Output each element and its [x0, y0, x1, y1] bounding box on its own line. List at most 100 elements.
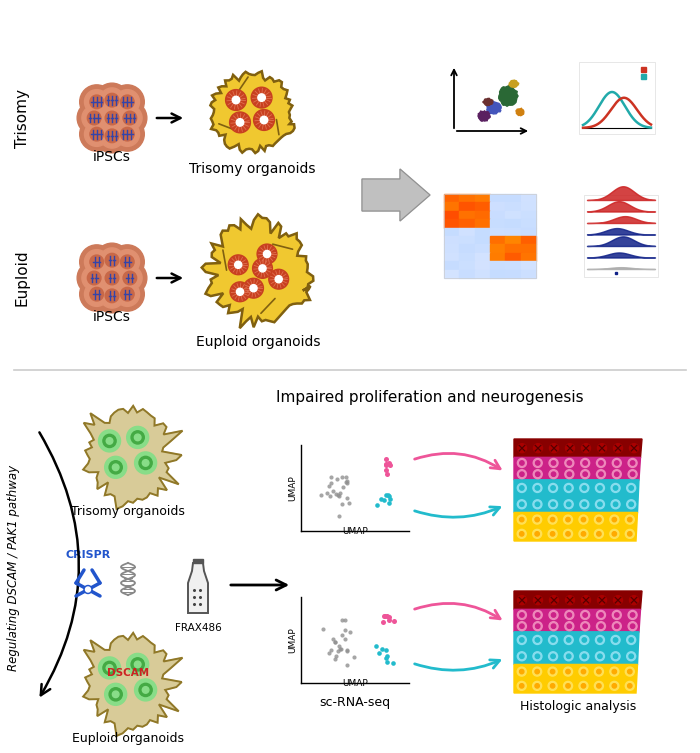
- Circle shape: [134, 661, 141, 668]
- Circle shape: [615, 613, 619, 617]
- Circle shape: [260, 116, 267, 123]
- Point: [378, 494, 389, 506]
- Circle shape: [552, 613, 556, 617]
- Bar: [459, 236, 475, 245]
- Circle shape: [628, 684, 632, 688]
- Point: [370, 640, 382, 652]
- Point: [329, 653, 340, 665]
- Circle shape: [581, 459, 589, 468]
- Circle shape: [85, 122, 109, 146]
- Circle shape: [533, 681, 542, 691]
- Circle shape: [582, 444, 591, 453]
- Circle shape: [596, 500, 604, 509]
- Bar: [521, 203, 536, 211]
- Polygon shape: [514, 609, 640, 632]
- Circle shape: [582, 654, 587, 658]
- Bar: [459, 270, 475, 278]
- Circle shape: [134, 452, 157, 474]
- Circle shape: [519, 684, 524, 688]
- Circle shape: [77, 101, 111, 135]
- Bar: [505, 270, 521, 278]
- Bar: [444, 253, 459, 261]
- Circle shape: [628, 459, 637, 468]
- Point: [317, 623, 328, 635]
- Text: Trisomy organoids: Trisomy organoids: [71, 505, 185, 518]
- Circle shape: [533, 483, 542, 492]
- Circle shape: [566, 502, 571, 507]
- Circle shape: [564, 529, 573, 538]
- Polygon shape: [514, 480, 639, 513]
- Bar: [490, 194, 505, 203]
- Bar: [459, 261, 475, 270]
- Circle shape: [85, 90, 109, 114]
- Circle shape: [550, 444, 559, 453]
- Circle shape: [610, 529, 619, 538]
- Point: [378, 610, 389, 622]
- Point: [344, 626, 356, 638]
- Circle shape: [594, 515, 603, 524]
- Circle shape: [548, 667, 557, 676]
- Circle shape: [519, 502, 524, 507]
- Circle shape: [106, 437, 113, 444]
- Circle shape: [90, 255, 104, 269]
- Circle shape: [549, 459, 558, 468]
- Circle shape: [234, 261, 241, 268]
- Circle shape: [598, 638, 602, 642]
- Circle shape: [517, 444, 526, 453]
- Circle shape: [257, 244, 277, 264]
- Circle shape: [103, 661, 116, 675]
- Circle shape: [131, 431, 144, 444]
- Circle shape: [533, 611, 542, 620]
- Circle shape: [628, 532, 632, 536]
- Circle shape: [134, 434, 141, 441]
- Circle shape: [519, 624, 524, 629]
- Circle shape: [598, 596, 606, 605]
- Circle shape: [548, 515, 557, 524]
- Circle shape: [533, 459, 542, 468]
- Circle shape: [263, 251, 271, 258]
- Bar: [505, 227, 521, 236]
- Circle shape: [567, 461, 571, 465]
- Bar: [475, 211, 490, 219]
- Point: [336, 498, 347, 510]
- Circle shape: [275, 276, 282, 283]
- Circle shape: [551, 654, 555, 658]
- Point: [387, 657, 398, 669]
- Circle shape: [551, 502, 555, 507]
- Bar: [459, 211, 475, 219]
- Bar: [459, 227, 475, 236]
- Circle shape: [533, 652, 542, 661]
- Circle shape: [120, 95, 134, 108]
- Circle shape: [579, 515, 588, 524]
- Text: Euploid organoids: Euploid organoids: [196, 335, 321, 349]
- Circle shape: [598, 486, 602, 490]
- Circle shape: [579, 529, 588, 538]
- Point: [380, 459, 391, 471]
- Circle shape: [536, 624, 540, 629]
- Circle shape: [551, 638, 555, 642]
- Circle shape: [517, 652, 526, 661]
- Circle shape: [95, 101, 129, 135]
- Circle shape: [549, 652, 558, 661]
- Point: [337, 480, 349, 492]
- Circle shape: [552, 472, 556, 477]
- Bar: [521, 236, 536, 245]
- Point: [341, 660, 352, 672]
- Circle shape: [232, 96, 239, 104]
- Circle shape: [100, 266, 124, 290]
- Bar: [584, 195, 658, 277]
- Bar: [521, 253, 536, 261]
- Circle shape: [612, 517, 617, 522]
- Circle shape: [142, 459, 149, 466]
- Circle shape: [564, 483, 573, 492]
- Point: [333, 510, 344, 522]
- Circle shape: [564, 652, 573, 661]
- Circle shape: [106, 665, 113, 671]
- Circle shape: [115, 90, 139, 114]
- Circle shape: [111, 85, 144, 119]
- Circle shape: [550, 596, 559, 605]
- Text: Euploid organoids: Euploid organoids: [72, 732, 184, 745]
- Circle shape: [84, 586, 92, 593]
- Circle shape: [581, 684, 586, 688]
- Circle shape: [567, 624, 571, 629]
